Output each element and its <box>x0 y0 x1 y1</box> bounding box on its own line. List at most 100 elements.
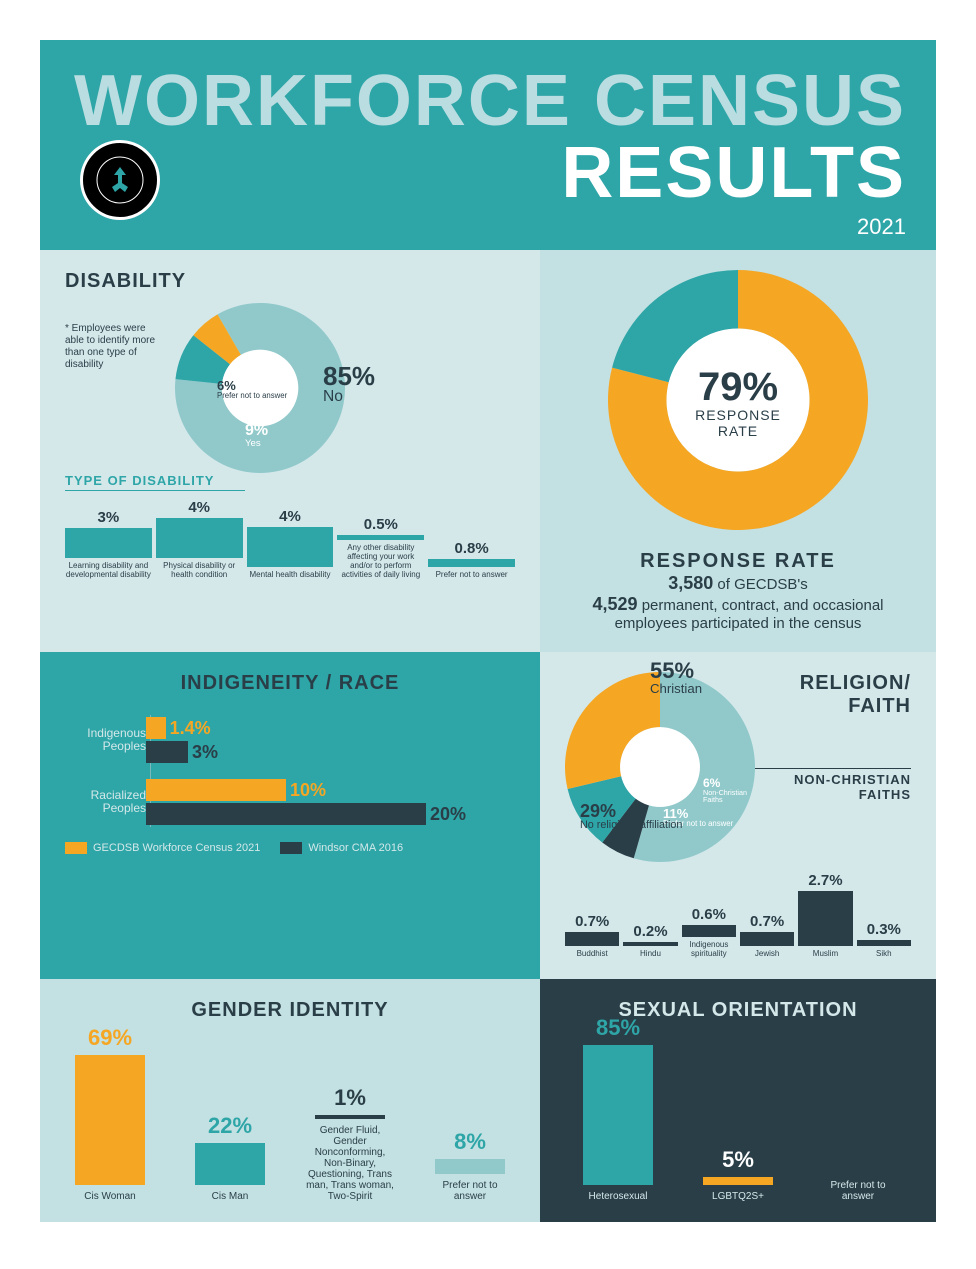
mini-bar-value: 0.7% <box>575 913 609 930</box>
vbar-value: 8% <box>454 1129 486 1155</box>
vbar: 22% Cis Man <box>185 1113 275 1201</box>
vbar-value: 10% <box>836 1127 880 1153</box>
race-bars-chart: Indigenous Peoples 1.4% 3%Racialized Peo… <box>150 715 515 827</box>
hbar-rect <box>146 717 166 739</box>
vbar-rect <box>435 1159 505 1174</box>
legend-label: Windsor CMA 2016 <box>308 842 403 854</box>
mini-bar-value: 0.8% <box>454 540 488 557</box>
hbar-value: 10% <box>290 780 326 801</box>
vbar-label: Cis Woman <box>84 1191 136 1202</box>
panel-response: 79% RESPONSE RATE RESPONSE RATE 3,580 of… <box>540 250 936 652</box>
mini-bar-rect <box>798 891 852 946</box>
donut-slice-label: 85%No <box>323 363 375 405</box>
mini-bar: 0.6% Indigenous spirituality <box>682 906 736 959</box>
vbar: 10% Prefer not to answer <box>813 1127 903 1201</box>
hbar-bar: 1.4% <box>146 717 515 739</box>
legend-swatch <box>280 842 302 854</box>
mini-bar-value: 2.7% <box>808 872 842 889</box>
mini-bar: 2.7% Muslim <box>798 872 852 959</box>
mini-bar-value: 3% <box>98 509 120 526</box>
vbar: 69% Cis Woman <box>65 1025 155 1202</box>
mini-bar-value: 0.6% <box>692 906 726 923</box>
mini-bar-label: Physical disability or health condition <box>156 562 243 580</box>
header: WORKFORCE CENSUS RESULTS 2021 <box>40 40 936 250</box>
vbar-value: 5% <box>722 1147 754 1173</box>
mini-bar-value: 4% <box>188 499 210 516</box>
mini-bar-rect <box>65 528 152 558</box>
mini-bar-label: Any other disability affecting your work… <box>337 544 424 579</box>
race-legend: GECDSB Workforce Census 2021 Windsor CMA … <box>65 842 515 854</box>
legend-swatch <box>65 842 87 854</box>
mini-bar-rect <box>247 527 334 567</box>
disability-types-chart: 3% Learning disability and developmental… <box>65 499 515 580</box>
vbar-label: Prefer not to answer <box>425 1180 515 1202</box>
response-line-3: employees participated in the census <box>565 615 911 632</box>
disability-types-title: TYPE OF DISABILITY <box>65 473 245 491</box>
hbar-category-label: Indigenous Peoples <box>61 727 146 753</box>
vbar-rect <box>703 1177 773 1185</box>
gender-bars-chart: 69% Cis Woman22% Cis Man1% Gender Fluid,… <box>65 1032 515 1202</box>
mini-bar-label: Hindu <box>640 950 661 959</box>
vbar-label: Heterosexual <box>589 1191 648 1202</box>
vbar-label: Prefer not to answer <box>813 1180 903 1202</box>
mini-bar-label: Indigenous spirituality <box>682 941 736 959</box>
mini-bar-rect <box>565 932 619 946</box>
vbar-value: 69% <box>88 1025 132 1051</box>
mini-bar: 3% Learning disability and developmental… <box>65 509 152 580</box>
vbar-rect <box>583 1045 653 1185</box>
mini-bar-rect <box>156 518 243 558</box>
vbar-label: Cis Man <box>212 1191 249 1202</box>
mini-bar-value: 0.7% <box>750 913 784 930</box>
race-title: INDIGENEITY / RACE <box>65 672 515 695</box>
mini-bar-value: 0.3% <box>867 921 901 938</box>
mini-bar-rect <box>857 940 911 946</box>
faiths-title: NON-CHRISTIAN FAITHS <box>755 768 911 802</box>
mini-bar-label: Buddhist <box>577 950 608 959</box>
mini-bar-label: Muslim <box>813 950 838 959</box>
mini-bar-rect <box>740 932 794 946</box>
orientation-bars-chart: 85% Heterosexual5% LGBTQ2S+10% Prefer no… <box>565 1032 911 1202</box>
response-rest-1: of GECDSB's <box>713 576 808 593</box>
hbar-value: 3% <box>192 742 218 763</box>
mini-bar-label: Prefer not to answer <box>436 571 508 580</box>
legend-item: GECDSB Workforce Census 2021 <box>65 842 260 854</box>
vbar-rect <box>195 1143 265 1184</box>
header-title-2: RESULTS <box>70 132 906 214</box>
disability-title: DISABILITY <box>65 270 515 293</box>
donut-slice-label: 6%Prefer not to answer <box>217 379 287 400</box>
response-line-1: 3,580 of GECDSB's <box>565 573 911 594</box>
vbar: 8% Prefer not to answer <box>425 1129 515 1202</box>
response-title: RESPONSE RATE <box>565 550 911 573</box>
vbar-rect <box>315 1115 385 1119</box>
mini-bar-rect <box>337 535 424 540</box>
mini-bar: 0.5% Any other disability affecting your… <box>337 516 424 579</box>
hbar-bar: 10% <box>146 779 515 801</box>
mini-bar: 0.7% Buddhist <box>565 913 619 959</box>
hbar-value: 1.4% <box>170 718 211 739</box>
mini-bar-value: 0.2% <box>633 923 667 940</box>
panel-orientation: SEXUAL ORIENTATION 85% Heterosexual5% LG… <box>540 979 936 1222</box>
hbar-value: 20% <box>430 804 466 825</box>
hbar-category-label: Racialized Peoples <box>61 789 146 815</box>
disability-donut: 85%No9%Yes6%Prefer not to answer <box>175 303 345 473</box>
vbar-value: 1% <box>334 1085 366 1111</box>
donut-slice-label: 6%Non-Christian Faiths <box>703 777 755 803</box>
response-rest-2: permanent, contract, and occasional <box>638 597 884 614</box>
mini-bar-label: Learning disability and developmental di… <box>65 562 152 580</box>
mini-bar-label: Jewish <box>755 950 779 959</box>
mini-bar: 4% Physical disability or health conditi… <box>156 499 243 580</box>
mini-bar-rect <box>623 942 677 946</box>
religion-title: RELIGION/ FAITH <box>755 672 911 718</box>
panel-race: INDIGENEITY / RACE Indigenous Peoples 1.… <box>40 652 540 979</box>
response-num-2: 4,529 <box>592 594 637 614</box>
header-title-1: WORKFORCE CENSUS <box>70 60 906 142</box>
vbar: 1% Gender Fluid, Gender Nonconforming, N… <box>305 1085 395 1202</box>
response-text-block: RESPONSE RATE 3,580 of GECDSB's 4,529 pe… <box>565 550 911 632</box>
mini-bar-value: 4% <box>279 508 301 525</box>
response-value: 79% <box>695 367 781 407</box>
legend-label: GECDSB Workforce Census 2021 <box>93 842 260 854</box>
hbar-rect <box>146 741 188 763</box>
mini-bar-rect <box>428 559 515 567</box>
response-line-2: 4,529 permanent, contract, and occasiona… <box>565 594 911 615</box>
panel-gender: GENDER IDENTITY 69% Cis Woman22% Cis Man… <box>40 979 540 1222</box>
